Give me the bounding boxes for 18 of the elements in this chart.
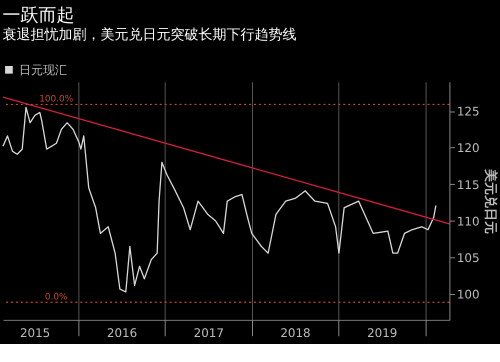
annotation: 0.0%: [44, 292, 68, 302]
x-tick-label: 2015: [20, 326, 50, 340]
annotation: 100.0%: [39, 94, 74, 104]
line-series: [2, 106, 437, 293]
y-tick-label: 125: [456, 104, 480, 118]
chart-title: 一跃而起: [2, 5, 74, 26]
y-tick-label: 105: [456, 251, 480, 266]
legend-label: 日元现汇: [18, 62, 67, 77]
y-tick-label: 110: [456, 214, 480, 228]
chart-subtitle: 衰退担忧加剧，美元兑日元突破长期下行趋势线: [2, 27, 296, 44]
x-tick-label: 2018: [280, 326, 311, 340]
x-tick-label: 2017: [194, 326, 224, 340]
x-tick-label: 2019: [367, 326, 398, 340]
x-tick-label: 2016: [106, 326, 138, 340]
y-tick-label: 100: [456, 288, 480, 302]
y-tick-label: 120: [456, 141, 480, 156]
y-axis-title: 美元兑日元: [482, 168, 499, 234]
y-tick-label: 115: [456, 178, 480, 192]
